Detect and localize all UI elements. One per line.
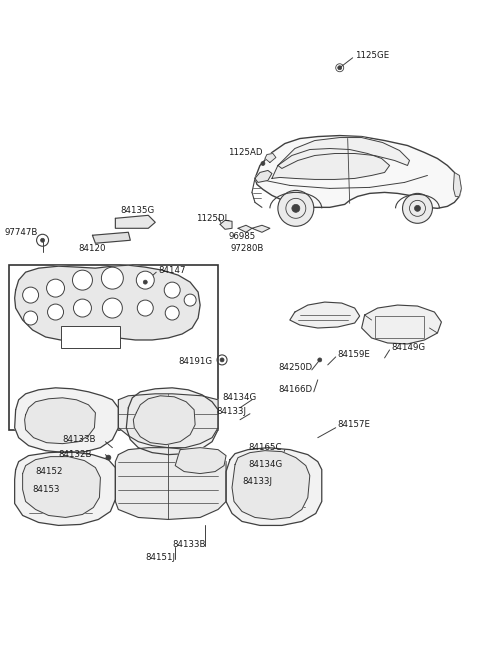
Circle shape — [73, 299, 91, 317]
Polygon shape — [15, 388, 119, 453]
Circle shape — [278, 191, 314, 226]
Circle shape — [184, 294, 196, 306]
Circle shape — [41, 238, 45, 242]
Circle shape — [72, 270, 93, 290]
Circle shape — [47, 279, 64, 297]
Text: 84151J: 84151J — [145, 553, 175, 562]
Circle shape — [338, 66, 342, 69]
Circle shape — [318, 358, 322, 362]
Polygon shape — [278, 138, 409, 168]
Text: 84250D: 84250D — [278, 364, 312, 373]
Text: 84133J: 84133J — [242, 477, 272, 486]
Polygon shape — [126, 388, 218, 455]
Text: 84165C: 84165C — [248, 443, 281, 452]
Polygon shape — [24, 398, 96, 443]
Circle shape — [101, 267, 123, 289]
Text: 1125DL: 1125DL — [196, 214, 229, 223]
Polygon shape — [361, 305, 442, 344]
Text: 84152: 84152 — [36, 467, 63, 476]
Text: 84149G: 84149G — [392, 343, 426, 352]
Text: 84135G: 84135G — [120, 206, 155, 215]
Text: 84191G: 84191G — [178, 358, 212, 366]
Text: 84133B: 84133B — [62, 435, 96, 444]
Circle shape — [144, 280, 147, 284]
Polygon shape — [265, 153, 276, 162]
Text: 84132B: 84132B — [59, 450, 92, 459]
Polygon shape — [115, 215, 155, 229]
Polygon shape — [133, 396, 195, 445]
Circle shape — [165, 306, 179, 320]
Text: 84159E: 84159E — [338, 350, 371, 360]
Polygon shape — [115, 447, 226, 519]
Circle shape — [403, 193, 432, 223]
Circle shape — [48, 304, 63, 320]
Polygon shape — [255, 170, 272, 183]
Circle shape — [136, 271, 154, 289]
Circle shape — [292, 204, 300, 212]
Polygon shape — [252, 225, 270, 233]
Polygon shape — [220, 220, 232, 229]
Polygon shape — [93, 233, 130, 243]
Circle shape — [415, 206, 420, 212]
Text: 84147: 84147 — [158, 266, 186, 274]
Text: 84133J: 84133J — [216, 407, 246, 417]
Text: 84134G: 84134G — [222, 393, 256, 402]
Polygon shape — [23, 457, 100, 517]
Polygon shape — [15, 452, 115, 525]
Polygon shape — [255, 136, 461, 208]
Polygon shape — [119, 394, 218, 447]
Polygon shape — [15, 265, 200, 340]
Text: 84134G: 84134G — [248, 460, 282, 469]
Text: 84133B: 84133B — [172, 540, 206, 549]
Text: 97747B: 97747B — [5, 228, 38, 236]
Polygon shape — [454, 172, 461, 196]
Polygon shape — [272, 149, 390, 179]
Polygon shape — [238, 225, 252, 233]
Circle shape — [102, 298, 122, 318]
Circle shape — [164, 282, 180, 298]
Circle shape — [23, 287, 38, 303]
Polygon shape — [232, 451, 310, 519]
Polygon shape — [290, 302, 360, 328]
Text: 1125AD: 1125AD — [228, 148, 263, 157]
Bar — [9, 265, 218, 430]
Polygon shape — [226, 447, 322, 525]
Text: 84153: 84153 — [33, 485, 60, 494]
Circle shape — [220, 358, 224, 362]
Circle shape — [137, 300, 153, 316]
Text: 84120: 84120 — [78, 244, 106, 253]
Text: 96985: 96985 — [228, 232, 255, 241]
Text: 1125GE: 1125GE — [355, 51, 389, 60]
Text: 97280B: 97280B — [230, 244, 264, 253]
Circle shape — [24, 311, 37, 325]
Bar — [374, 316, 424, 338]
Text: 84157E: 84157E — [338, 421, 371, 429]
Bar — [60, 326, 120, 348]
Circle shape — [106, 455, 111, 460]
Polygon shape — [175, 447, 226, 474]
Text: 84166D: 84166D — [278, 385, 312, 394]
Circle shape — [261, 162, 265, 166]
